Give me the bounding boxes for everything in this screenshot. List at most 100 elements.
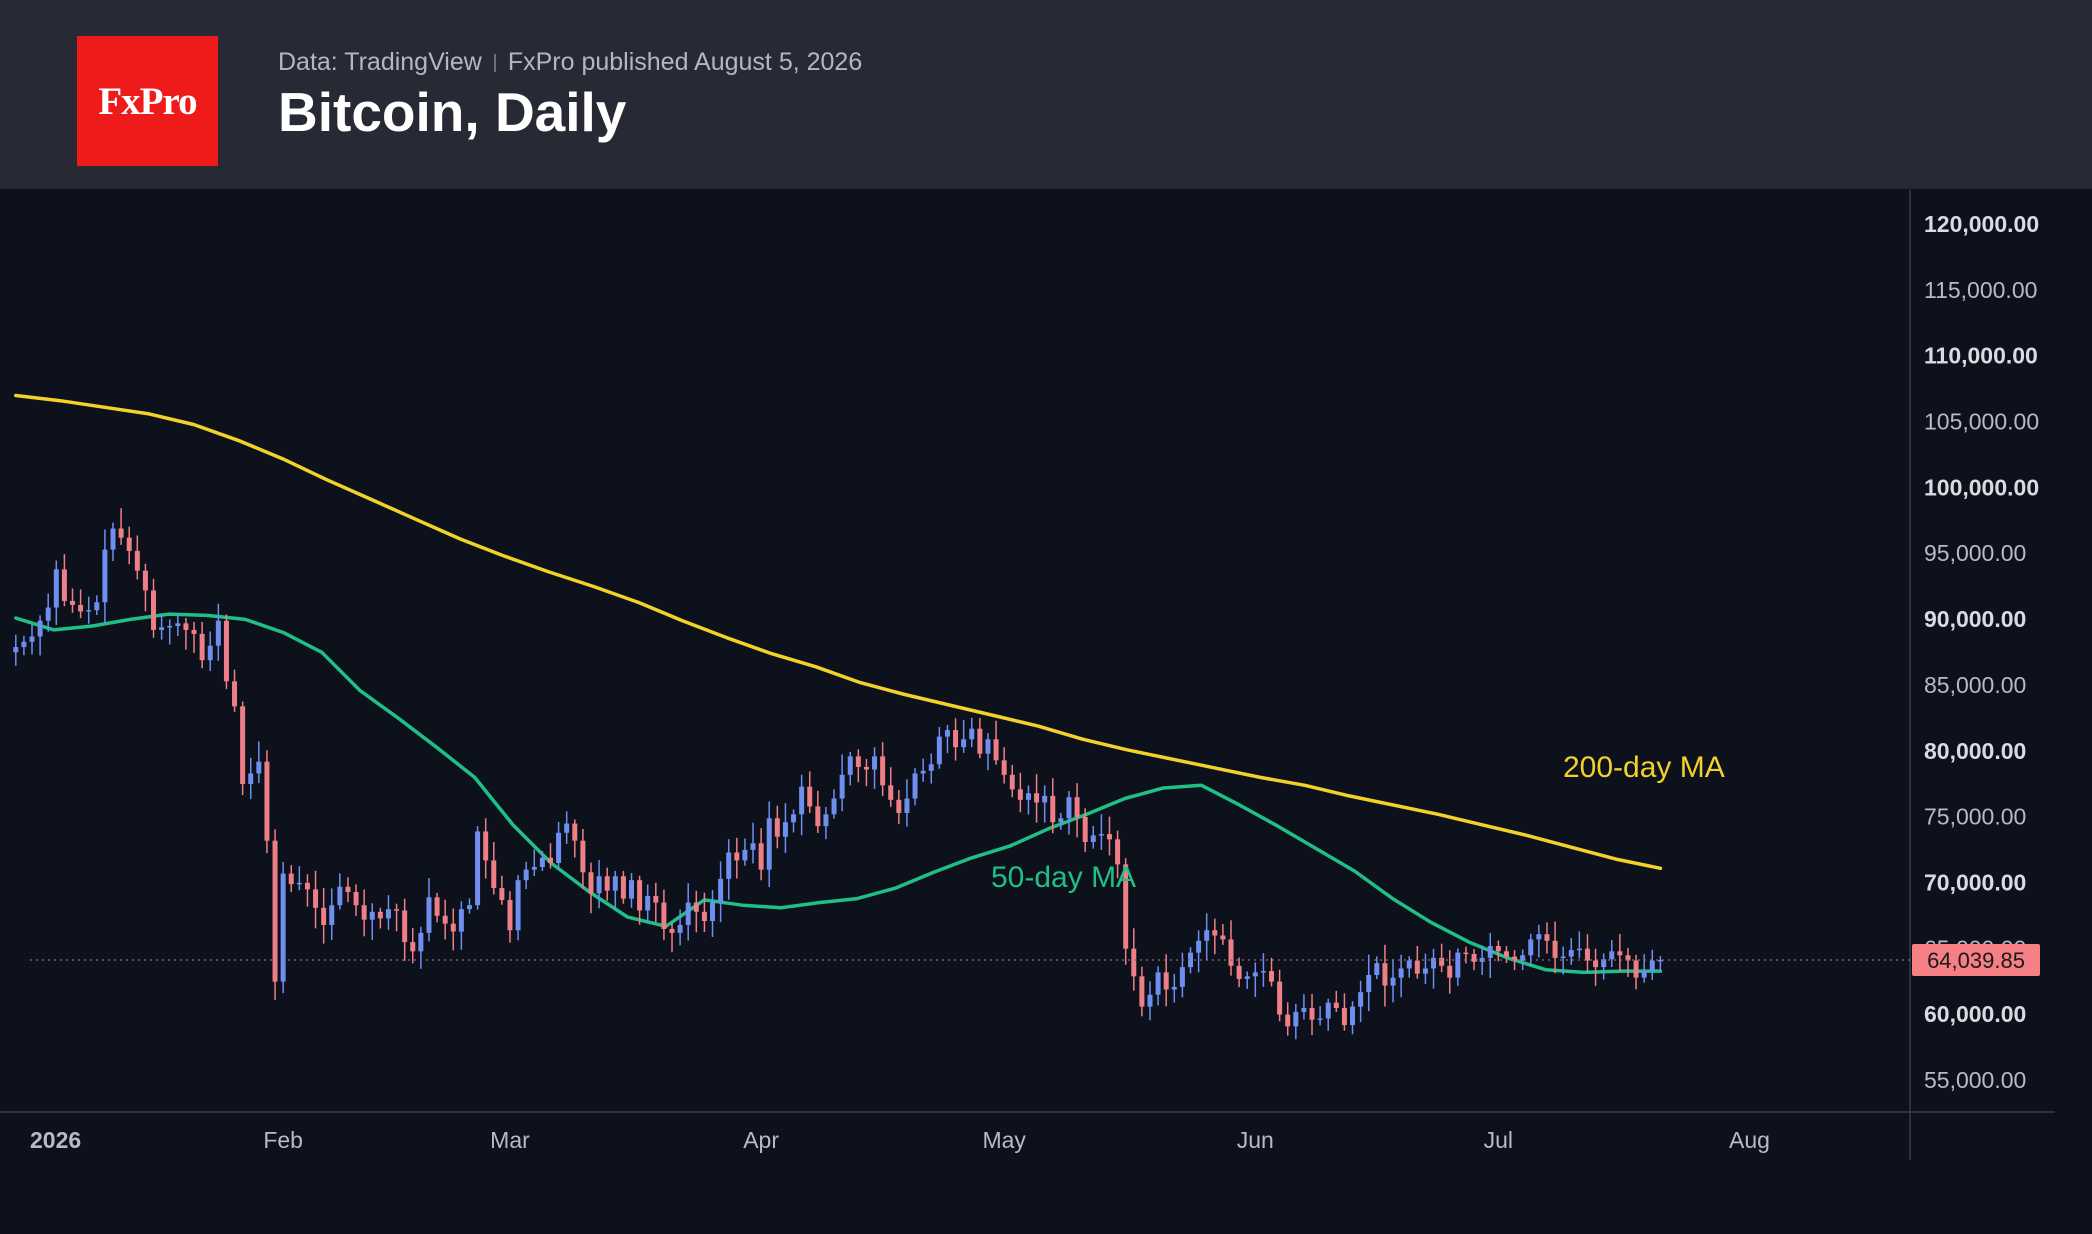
candle-body — [191, 629, 197, 634]
candle-body — [1560, 956, 1566, 959]
candle-body — [637, 880, 643, 911]
candle-body — [1139, 976, 1145, 1007]
x-tick-label: May — [982, 1127, 1026, 1153]
candle-body — [329, 905, 335, 925]
x-tick-label: Apr — [743, 1127, 779, 1153]
candle-body — [1487, 946, 1493, 958]
candle-body — [110, 528, 116, 550]
candle-body — [410, 942, 416, 952]
candle-body — [1536, 934, 1542, 940]
candle-body — [1228, 939, 1234, 966]
candle-body — [491, 860, 497, 889]
candle-body — [248, 773, 254, 785]
candle-body — [1050, 795, 1056, 823]
candle-body — [1503, 951, 1509, 957]
candle-body — [13, 647, 19, 653]
y-tick-label: 95,000.00 — [1924, 540, 2026, 566]
candle-body — [126, 537, 132, 551]
candle-body — [823, 814, 829, 827]
candle-body — [596, 876, 602, 894]
candle-body — [872, 756, 878, 770]
candle-body — [701, 911, 707, 922]
subtitle-separator — [493, 53, 496, 72]
y-tick-label: 105,000.00 — [1924, 409, 2039, 435]
candle-body — [215, 620, 221, 646]
candle-body — [1576, 948, 1582, 951]
chart-subtitle: Data: TradingView FxPro published August… — [278, 48, 862, 77]
candle-body — [507, 899, 513, 931]
candle-body — [1074, 797, 1080, 817]
candle-body — [1163, 972, 1169, 990]
candle-body — [880, 756, 886, 786]
candle-body — [896, 799, 902, 814]
candle-body — [1082, 816, 1088, 842]
candle-body — [61, 569, 67, 601]
candle-body — [78, 604, 84, 612]
candle-body — [839, 774, 845, 799]
candle-body — [1366, 975, 1372, 993]
candle-body — [831, 798, 837, 815]
candle-body — [272, 840, 278, 982]
y-tick-label: 80,000.00 — [1924, 738, 2026, 764]
candle-body — [531, 867, 537, 870]
candle-body — [726, 852, 732, 879]
candle-body — [1155, 972, 1161, 995]
candle-body — [799, 786, 805, 815]
candle-body — [1115, 839, 1121, 865]
candle-body — [134, 550, 140, 571]
candle-body — [1285, 1014, 1291, 1027]
candle-body — [1439, 957, 1445, 966]
candle-body — [1374, 963, 1380, 976]
x-tick-label: Aug — [1729, 1127, 1770, 1153]
candle-body — [961, 739, 967, 748]
candle-body — [807, 786, 813, 807]
candle-body — [1001, 760, 1007, 775]
chart-title: Bitcoin, Daily — [278, 81, 627, 143]
candle-body — [1042, 795, 1048, 803]
candle-body — [1009, 774, 1015, 790]
ma200-annotation: 200-day MA — [1563, 751, 1725, 784]
x-tick-label: Mar — [490, 1127, 530, 1153]
candle-body — [353, 892, 359, 906]
candle-body — [1431, 957, 1437, 969]
candle-body — [1106, 834, 1112, 840]
candle-body — [313, 889, 319, 908]
candle-body — [1341, 1007, 1347, 1026]
x-tick-label: 2026 — [30, 1127, 81, 1153]
candle-body — [240, 706, 246, 785]
candle-body — [855, 756, 861, 767]
candle-body — [1293, 1011, 1299, 1027]
candle-body — [888, 785, 894, 800]
candle-body — [791, 814, 797, 823]
candle-body — [475, 831, 481, 906]
ma50-annotation: 50-day MA — [991, 861, 1136, 894]
candle-body — [580, 840, 586, 873]
candle-body — [118, 528, 124, 538]
candle-body — [280, 873, 286, 982]
candle-body — [1633, 960, 1639, 978]
candle-body — [734, 852, 740, 861]
candle-body — [94, 602, 100, 611]
candle-body — [661, 902, 667, 929]
candle-body — [977, 728, 983, 754]
last-price-tag — [1912, 944, 2040, 977]
candle-body — [556, 832, 562, 864]
candle-body — [1568, 949, 1574, 957]
candle-body — [102, 549, 108, 603]
candle-body — [37, 620, 43, 637]
y-tick-label: 90,000.00 — [1924, 606, 2026, 632]
candle-body — [993, 739, 999, 761]
candle-body — [264, 761, 270, 841]
candle-body — [1252, 972, 1258, 977]
y-tick-label: 55,000.00 — [1924, 1067, 2026, 1093]
candle-body — [1390, 977, 1396, 986]
candlestick-series — [13, 508, 1663, 1040]
candle-body — [629, 880, 635, 899]
moving-averages — [14, 393, 1663, 975]
candle-body — [1544, 934, 1550, 941]
candle-body — [774, 818, 780, 837]
candle-body — [1406, 960, 1412, 969]
candle-body — [29, 636, 35, 642]
y-tick-label: 110,000.00 — [1924, 343, 2038, 369]
